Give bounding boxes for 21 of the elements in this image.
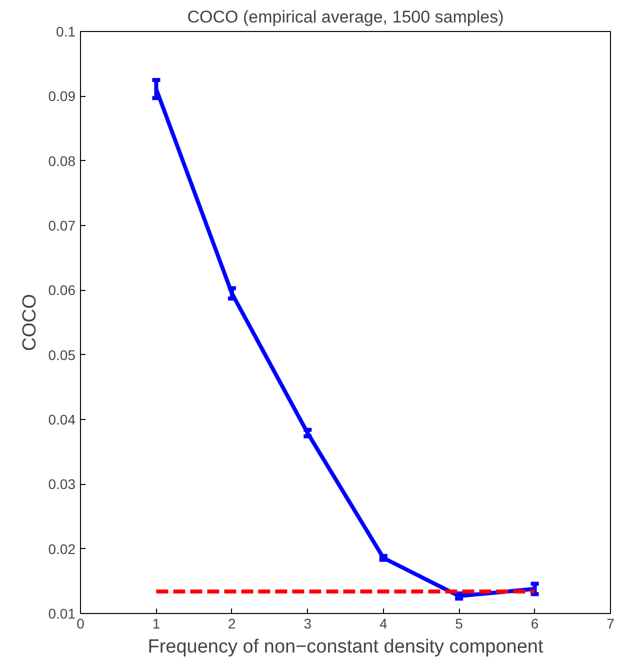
x-tick-label: 1 bbox=[152, 616, 160, 632]
y-tick-label: 0.01 bbox=[48, 606, 76, 622]
x-tick-label: 7 bbox=[606, 616, 615, 632]
y-tick-label: 0.1 bbox=[56, 24, 76, 40]
y-tick-label: 0.04 bbox=[48, 412, 76, 428]
y-tick-label: 0.08 bbox=[48, 152, 76, 169]
y-tick-label: 0.03 bbox=[48, 476, 76, 492]
x-tick-label: 3 bbox=[304, 616, 312, 632]
x-axis-title: Frequency of non−constant density component bbox=[148, 636, 544, 658]
y-axis-title: COCO bbox=[19, 294, 40, 351]
x-tick-label: 4 bbox=[379, 616, 388, 632]
y-tick-label: 0.07 bbox=[48, 218, 76, 234]
y-tick-label: 0.06 bbox=[48, 282, 76, 298]
x-tick-label: 6 bbox=[530, 616, 539, 632]
y-tick-label: 0.05 bbox=[48, 346, 76, 363]
y-tick-label: 0.02 bbox=[48, 540, 76, 557]
x-tick-label: 5 bbox=[455, 616, 464, 632]
y-tick-label: 0.09 bbox=[48, 88, 76, 104]
x-tick-label: 2 bbox=[228, 616, 236, 632]
x-tick-label: 0 bbox=[76, 616, 85, 632]
chart-title: COCO (empirical average, 1500 samples) bbox=[187, 8, 504, 26]
